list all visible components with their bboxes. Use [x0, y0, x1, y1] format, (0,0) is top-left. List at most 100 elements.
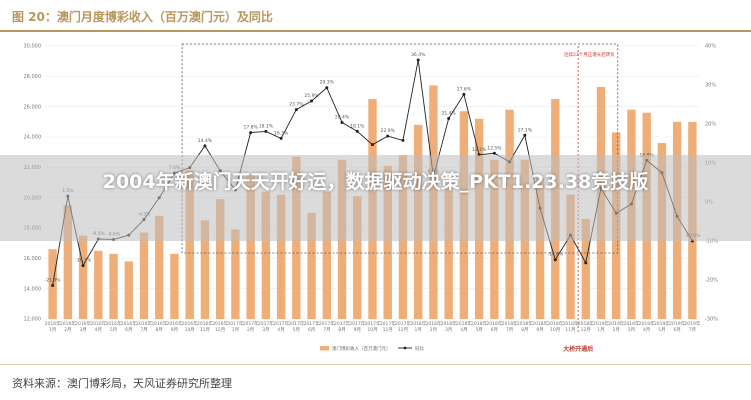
bar	[566, 194, 575, 319]
yoy-point	[447, 117, 451, 121]
x-tick-label: 2016年 10月	[182, 320, 198, 333]
x-tick-label: 2016年 7月	[136, 320, 152, 333]
y-tick-label: 12,000	[24, 317, 42, 323]
x-tick-label: 2017年 4月	[273, 320, 289, 333]
yoy-data-label: -21.4%	[45, 277, 62, 283]
yoy-data-label: 27.6%	[457, 86, 472, 92]
yoy-data-label: 25.9%	[304, 93, 319, 99]
yoy-point	[294, 108, 298, 112]
x-tick-label: 2019年 4月	[639, 320, 655, 333]
x-tick-label: 2016年 5月	[106, 320, 122, 333]
x-tick-label: 2019年 7月	[684, 320, 700, 333]
bar	[581, 218, 590, 319]
x-tick-label: 2018年 7月	[502, 320, 518, 333]
yoy-data-label: 21.4%	[442, 111, 457, 117]
legend-bar-label: 澳门博彩收入（百万澳门元）	[332, 345, 391, 352]
x-tick-label: 2017年 9月	[349, 320, 365, 333]
x-tick-label: 2016年 2月	[60, 320, 76, 333]
y-tick-label: 16,000	[24, 256, 42, 262]
x-tick-label: 2018年 8月	[517, 320, 533, 333]
y2-tick-label: 30%	[705, 83, 716, 89]
legend-line-label: 同比	[415, 345, 424, 352]
bar	[170, 253, 179, 319]
yoy-point	[492, 151, 496, 155]
chart-header: 图 20：澳门月度博彩收入（百万澳门元）及同比	[0, 0, 751, 32]
x-tick-label: 2016年 6月	[121, 320, 137, 333]
bar	[215, 199, 225, 319]
yoy-point	[523, 133, 527, 137]
bar	[444, 188, 453, 319]
x-tick-label: 2018年 10月	[547, 320, 563, 333]
yoy-data-label: 17.8%	[243, 125, 258, 131]
legend-line-marker	[403, 346, 407, 350]
yoy-point	[51, 283, 55, 287]
chart-title: 图 20：澳门月度博彩收入（百万澳门元）及同比	[12, 10, 273, 24]
yoy-point	[371, 143, 374, 147]
x-tick-label: 2018年 3月	[441, 320, 457, 333]
x-tick-label: 2016年 12月	[212, 320, 228, 333]
x-tick-label: 2017年 10月	[365, 320, 381, 333]
annotation-box-label: 连续23个月正增长后转负	[564, 51, 615, 58]
x-tick-label: 2017年 3月	[258, 320, 274, 333]
x-tick-label: 2017年 1月	[227, 320, 243, 333]
x-tick-label: 2017年 8月	[334, 320, 350, 333]
yoy-data-label: 18.1%	[350, 123, 365, 129]
x-tick-label: 2019年 3月	[623, 320, 639, 333]
x-tick-label: 2017年 2月	[243, 320, 259, 333]
yoy-data-label: 29.3%	[320, 80, 335, 86]
yoy-point	[416, 58, 420, 62]
y-tick-label: 24,000	[24, 135, 42, 141]
overlay-headline: 2004年新澳门天天开好运，数据驱动决策_PKT1.23.38竞技版	[102, 171, 649, 193]
x-tick-label: 2018年 6月	[486, 320, 502, 333]
x-tick-label: 2018年 9月	[532, 320, 548, 333]
yoy-data-label: 12.5%	[487, 145, 502, 151]
bar	[200, 220, 210, 319]
yoy-data-label: 16.3%	[274, 130, 289, 136]
yoy-point	[81, 264, 85, 268]
yoy-point	[462, 92, 466, 96]
bar	[307, 212, 316, 319]
yoy-point	[386, 134, 390, 138]
bar	[231, 229, 240, 319]
x-tick-label: 2017年 6月	[304, 320, 320, 333]
bar	[261, 191, 271, 319]
y2-tick-label: 40%	[705, 44, 716, 50]
yoy-point	[249, 131, 253, 135]
yoy-data-label: -16.3%	[75, 258, 92, 264]
x-tick-label: 2016年 8月	[151, 320, 167, 333]
yoy-point	[310, 99, 314, 103]
x-tick-label: 2018年 12月	[578, 320, 594, 333]
bar	[185, 170, 194, 319]
x-tick-label: 2017年 5月	[288, 320, 304, 333]
event-label: 大桥开通后	[563, 345, 593, 353]
bar	[276, 194, 286, 319]
y2-tick-label: -10%	[705, 239, 718, 245]
yoy-point	[264, 129, 268, 133]
y-tick-label: 14,000	[24, 286, 42, 292]
y-tick-label: 26,000	[24, 104, 42, 110]
legend-bar-swatch	[320, 346, 329, 351]
x-tick-label: 2018年 1月	[410, 320, 426, 333]
x-tick-label: 2018年 2月	[425, 320, 441, 333]
bar	[94, 250, 103, 319]
x-tick-label: 2016年 3月	[75, 320, 91, 333]
bar	[535, 177, 545, 319]
bar	[139, 232, 149, 319]
y-tick-label: 30,000	[24, 44, 42, 50]
yoy-data-label: 14.4%	[198, 138, 213, 144]
yoy-point	[203, 144, 207, 148]
x-tick-label: 2019年 1月	[593, 320, 609, 333]
yoy-point	[584, 261, 588, 265]
bar	[322, 191, 331, 319]
x-tick-label: 2016年 4月	[90, 320, 106, 333]
x-tick-label: 2016年 9月	[167, 320, 183, 333]
yoy-point	[553, 258, 557, 262]
yoy-data-label: 17.1%	[518, 127, 533, 133]
yoy-data-label: 20.4%	[335, 114, 350, 120]
bar	[246, 174, 255, 319]
bar	[353, 196, 362, 319]
x-tick-label: 2017年 12月	[395, 320, 411, 333]
x-tick-label: 2016年 1月	[45, 320, 61, 333]
yoy-data-label: 23.7%	[289, 102, 304, 108]
yoy-point	[279, 136, 283, 140]
